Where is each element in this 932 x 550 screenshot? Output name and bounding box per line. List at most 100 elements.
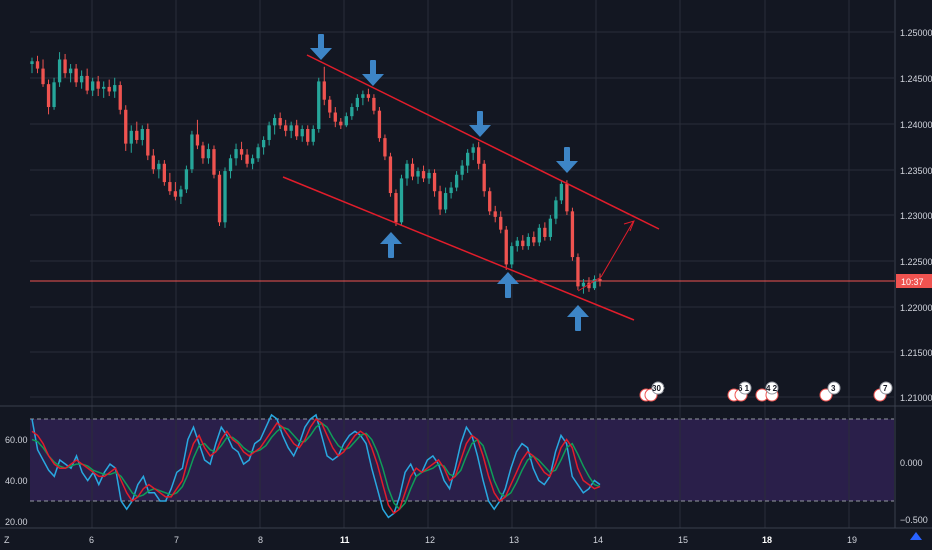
candle-body[interactable] bbox=[195, 134, 200, 146]
candle-body[interactable] bbox=[471, 147, 475, 153]
event-badge-flag[interactable]: 30 2 bbox=[639, 381, 668, 402]
candle-body[interactable] bbox=[488, 191, 492, 212]
stochastic-lines[interactable] bbox=[31, 413, 601, 519]
candle-body[interactable] bbox=[223, 171, 227, 223]
candle-body[interactable] bbox=[261, 139, 266, 148]
candle-body[interactable] bbox=[521, 240, 525, 247]
candle-body[interactable] bbox=[543, 227, 547, 237]
indicator-axis-right[interactable]: 0.000 −0.500 bbox=[900, 458, 928, 525]
projection-line-2[interactable] bbox=[600, 221, 634, 278]
candle-body[interactable] bbox=[68, 68, 73, 74]
candle-body[interactable] bbox=[74, 68, 78, 83]
candle-body[interactable] bbox=[267, 125, 271, 140]
candle-body[interactable] bbox=[118, 85, 122, 110]
candle-body[interactable] bbox=[361, 94, 365, 98]
candle-body[interactable] bbox=[449, 187, 453, 194]
candle-body[interactable] bbox=[328, 99, 332, 113]
candle-body[interactable] bbox=[245, 154, 249, 164]
candle-body[interactable] bbox=[526, 236, 530, 247]
candle-body[interactable] bbox=[399, 178, 404, 223]
candle-body[interactable] bbox=[350, 107, 354, 117]
candle-body[interactable] bbox=[499, 216, 503, 230]
candle-body[interactable] bbox=[57, 59, 62, 83]
candle-body[interactable] bbox=[510, 246, 514, 265]
candle-body[interactable] bbox=[317, 81, 321, 129]
candle-body[interactable] bbox=[576, 257, 580, 287]
projection-line-1[interactable] bbox=[577, 276, 602, 292]
candle-body[interactable] bbox=[405, 163, 409, 179]
candle-body[interactable] bbox=[272, 118, 277, 126]
candle-body[interactable] bbox=[344, 116, 348, 126]
candle-body[interactable] bbox=[598, 279, 602, 281]
candle-body[interactable] bbox=[212, 149, 216, 175]
candle-body[interactable] bbox=[162, 163, 167, 183]
candle-body[interactable] bbox=[394, 193, 398, 223]
candle-body[interactable] bbox=[239, 149, 244, 155]
candle-body[interactable] bbox=[85, 75, 89, 91]
candle-body[interactable] bbox=[416, 171, 420, 177]
channel-upper-line[interactable] bbox=[306, 54, 660, 230]
candle-body[interactable] bbox=[565, 183, 569, 212]
candle-body[interactable] bbox=[339, 121, 343, 126]
candle-body[interactable] bbox=[113, 85, 117, 92]
candle-body[interactable] bbox=[157, 163, 161, 170]
time-axis[interactable]: Z 6 7 8 11 12 13 14 15 18 19 bbox=[4, 535, 857, 545]
candle-body[interactable] bbox=[377, 110, 382, 139]
candle-body[interactable] bbox=[300, 128, 304, 137]
candle-body[interactable] bbox=[63, 59, 67, 74]
candle-body[interactable] bbox=[184, 169, 189, 190]
candle-body[interactable] bbox=[289, 125, 293, 131]
candle-body[interactable] bbox=[592, 279, 597, 289]
candle-body[interactable] bbox=[52, 82, 56, 108]
channel-lower-line[interactable] bbox=[282, 176, 635, 321]
candle-body[interactable] bbox=[548, 218, 553, 237]
candle-body[interactable] bbox=[107, 86, 111, 92]
candle-body[interactable] bbox=[135, 130, 139, 140]
candle-body[interactable] bbox=[410, 163, 415, 177]
candle-body[interactable] bbox=[388, 156, 393, 194]
candle-body[interactable] bbox=[102, 86, 106, 89]
candle-body[interactable] bbox=[96, 81, 100, 89]
event-badge-flag[interactable]: 3 bbox=[819, 381, 841, 402]
event-badge-flag[interactable]: 4 2 bbox=[755, 381, 779, 402]
candle-body[interactable] bbox=[587, 282, 591, 289]
candle-body[interactable] bbox=[206, 149, 211, 159]
event-badge-flag[interactable]: 7 bbox=[873, 381, 893, 402]
candle-body[interactable] bbox=[190, 134, 194, 170]
candle-body[interactable] bbox=[129, 130, 133, 144]
candle-body[interactable] bbox=[41, 68, 45, 85]
candle-body[interactable] bbox=[234, 149, 238, 159]
candle-body[interactable] bbox=[295, 125, 299, 137]
candlestick-series[interactable] bbox=[30, 52, 602, 294]
candle-body[interactable] bbox=[30, 61, 34, 65]
candle-body[interactable] bbox=[559, 183, 564, 201]
candle-body[interactable] bbox=[504, 229, 508, 265]
candle-body[interactable] bbox=[311, 128, 315, 142]
candle-body[interactable] bbox=[228, 158, 233, 172]
economic-events[interactable]: 30 2 6 1 2 4 2 3 7 bbox=[639, 381, 893, 402]
candle-body[interactable] bbox=[427, 172, 431, 179]
candle-body[interactable] bbox=[91, 81, 95, 91]
candle-body[interactable] bbox=[454, 174, 459, 188]
candle-body[interactable] bbox=[256, 147, 260, 159]
candle-body[interactable] bbox=[250, 158, 255, 164]
candle-body[interactable] bbox=[493, 211, 497, 217]
candle-body[interactable] bbox=[537, 227, 541, 243]
candle-body[interactable] bbox=[438, 191, 442, 210]
candle-body[interactable] bbox=[35, 61, 40, 69]
candle-body[interactable] bbox=[322, 81, 326, 100]
candle-body[interactable] bbox=[465, 152, 470, 166]
candle-body[interactable] bbox=[432, 172, 437, 192]
candle-body[interactable] bbox=[355, 97, 360, 108]
stoch-fast-line[interactable] bbox=[31, 413, 601, 519]
candle-body[interactable] bbox=[443, 193, 448, 210]
candle-body[interactable] bbox=[554, 200, 558, 219]
candle-body[interactable] bbox=[140, 128, 144, 140]
event-badge-flag[interactable]: 6 1 2 bbox=[727, 381, 756, 402]
candle-body[interactable] bbox=[201, 145, 205, 159]
candle-body[interactable] bbox=[284, 125, 288, 131]
candle-body[interactable] bbox=[477, 147, 481, 164]
price-axis[interactable]: 1.25000 1.24500 1.24000 1.23500 1.23000 … bbox=[900, 28, 932, 403]
candle-body[interactable] bbox=[383, 138, 387, 157]
